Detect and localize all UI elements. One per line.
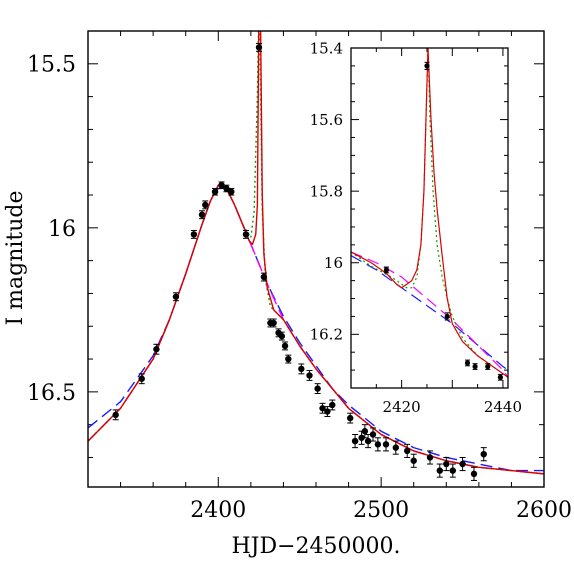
data-point <box>324 406 331 417</box>
data-point <box>112 409 119 421</box>
data-point <box>404 443 411 458</box>
data-point <box>202 200 209 210</box>
data-point <box>255 42 263 52</box>
data-point <box>485 363 491 370</box>
inset-model-curves <box>351 48 508 378</box>
main-model-curves <box>88 31 544 475</box>
data-point <box>480 447 487 462</box>
data-point <box>329 399 336 411</box>
y-tick-label: 15.8 <box>310 183 343 201</box>
data-point <box>410 453 417 468</box>
y-tick-label: 15.5 <box>27 53 76 78</box>
main-plot-frame <box>87 30 545 488</box>
data-point <box>369 427 377 442</box>
data-point <box>383 266 390 274</box>
data-point <box>426 450 434 465</box>
data-point <box>228 187 235 196</box>
data-point <box>242 229 250 239</box>
inset-data-points <box>383 61 504 381</box>
data-point <box>497 373 504 381</box>
inset-axis-ticks <box>350 47 508 389</box>
data-point <box>298 363 305 375</box>
main-plot: 2400 2500 2600 15.5 16 16.5 HJD−2450000. I ma… <box>3 30 572 559</box>
data-point <box>361 424 369 439</box>
data-point <box>444 312 450 321</box>
data-point <box>436 463 443 478</box>
data-point <box>392 440 399 455</box>
data-point <box>270 318 277 328</box>
data-point <box>382 437 390 452</box>
data-point <box>285 354 292 364</box>
data-point <box>358 430 365 445</box>
data-point <box>459 456 466 472</box>
data-point <box>319 402 326 414</box>
data-point <box>347 412 354 424</box>
data-point <box>223 184 230 193</box>
y-tick-label: 16.2 <box>310 326 343 344</box>
model-curve-dashed <box>351 251 508 378</box>
data-point <box>449 463 456 478</box>
data-point <box>278 331 285 341</box>
inset-plot-frame <box>350 47 509 389</box>
data-point <box>464 359 471 367</box>
y-tick-label: 16.5 <box>27 381 76 406</box>
data-point <box>218 181 225 189</box>
data-point <box>138 373 145 385</box>
data-point <box>211 187 219 196</box>
model-curve-solid <box>351 48 508 378</box>
data-point <box>424 61 430 70</box>
x-tick-label: 2420 <box>383 398 421 416</box>
inset-background <box>351 48 508 388</box>
model-curve-solid <box>88 31 544 475</box>
main-data-points <box>112 42 487 481</box>
data-point <box>153 343 160 355</box>
data-point <box>314 383 321 395</box>
data-point <box>281 341 289 351</box>
y-tick-label: 15.6 <box>310 111 343 129</box>
y-tick-label: 16 <box>48 217 76 242</box>
x-axis-label: HJD−2450000. <box>231 534 400 559</box>
data-point <box>472 363 478 370</box>
y-axis-label: I magnitude <box>3 190 28 325</box>
data-point <box>172 292 180 302</box>
data-point <box>351 434 359 449</box>
x-tick-label: 2500 <box>353 498 409 523</box>
inset-tick-labels: 2420 2440 15.4 15.6 15.8 16 16.2 <box>310 39 522 416</box>
data-point <box>443 456 450 472</box>
model-curve-dashed <box>351 255 508 371</box>
y-tick-label: 15.4 <box>310 39 343 57</box>
x-tick-label: 2440 <box>484 398 522 416</box>
data-point <box>306 370 313 381</box>
data-point <box>198 210 206 220</box>
y-tick-label: 16 <box>324 254 343 272</box>
inset-zoom-plot: 2420 2440 15.4 15.6 15.8 16 16.2 <box>310 39 522 416</box>
x-tick-label: 2400 <box>190 498 246 523</box>
data-point <box>374 437 382 452</box>
x-tick-label: 2600 <box>516 498 572 523</box>
data-point <box>260 272 268 282</box>
main-tick-labels: 2400 2500 2600 15.5 16 16.5 <box>27 53 572 523</box>
data-point <box>190 229 198 239</box>
data-point <box>470 466 478 481</box>
